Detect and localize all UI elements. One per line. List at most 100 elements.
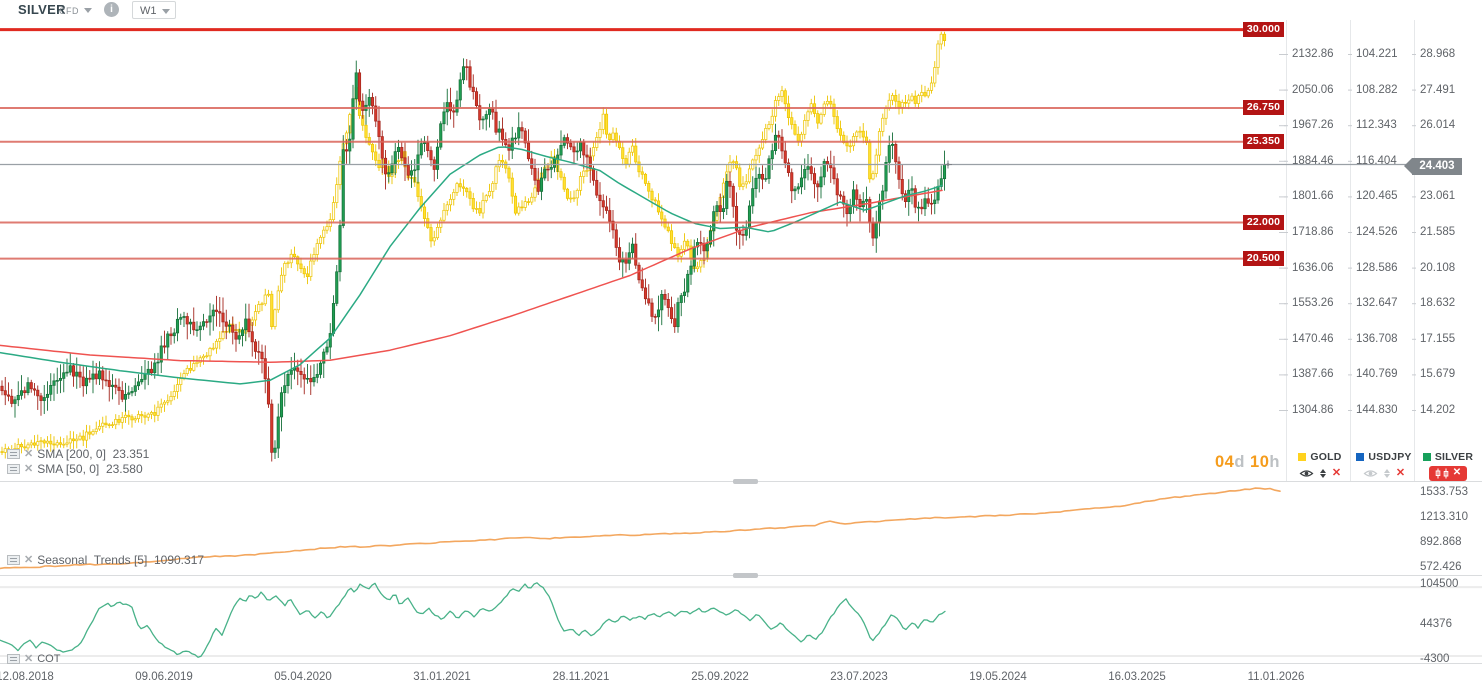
silver-axis-tick: 20.108 <box>1420 261 1456 274</box>
indicator-row-cot: ✕ COT <box>7 653 60 665</box>
gold-axis-tick: 1884.46 <box>1292 154 1334 167</box>
gold-axis-tick: 2050.06 <box>1292 83 1334 96</box>
level-label-26.750: 26.750 <box>1243 100 1284 116</box>
date-label: 11.01.2026 <box>1247 671 1305 683</box>
candle-countdown: 04d 10h <box>1215 453 1280 471</box>
seasonal-label: Seasonal Trends [5] 1090.317 <box>37 553 205 567</box>
panel-resize-handle[interactable] <box>733 479 758 484</box>
gold-axis-tick: 1304.86 <box>1292 404 1334 416</box>
date-label: 31.01.2021 <box>413 671 471 683</box>
timeframe-caret-icon <box>162 9 170 14</box>
gold-visibility-eye-icon[interactable] <box>1299 468 1314 479</box>
current-price-tag: 24.403 <box>1404 158 1462 175</box>
indicator-row-sma200: ✕ SMA [200, 0] 23.351 <box>7 447 149 461</box>
usdjpy-remove-icon[interactable]: ✕ <box>1395 466 1406 479</box>
topbar: SILVER CFD i W1 <box>0 0 1482 20</box>
date-label: 12.08.2018 <box>0 671 54 683</box>
gold-axis-tick: 1387.66 <box>1292 368 1334 381</box>
usdjpy-axis-tick: 104.221 <box>1356 48 1398 60</box>
panel-resize-handle[interactable] <box>733 573 758 578</box>
timeframe-value: W1 <box>140 5 157 17</box>
gold-axis-tick: 2132.86 <box>1292 48 1334 60</box>
silver-axis-tick: 15.679 <box>1420 368 1456 381</box>
sma50-label: SMA [50, 0] 23.580 <box>37 462 143 476</box>
usdjpy-axis-tick: 112.343 <box>1356 119 1397 132</box>
legend-gold: GOLD ✕ <box>1289 450 1351 481</box>
date-label: 23.07.2023 <box>830 671 888 683</box>
gold-axis-tick: 1718.86 <box>1292 226 1334 238</box>
level-label-20.500: 20.500 <box>1243 251 1284 267</box>
usdjpy-axis-tick: 140.769 <box>1356 368 1398 381</box>
gold-axis-tick: 1801.66 <box>1292 190 1334 203</box>
usdjpy-axis-tick: 136.708 <box>1356 332 1398 345</box>
silver-swatch-icon <box>1422 452 1431 461</box>
usdjpy-axis-tick: 128.586 <box>1356 261 1398 274</box>
silver-legend-label: SILVER <box>1434 450 1474 463</box>
indicator-row-sma50: ✕ SMA [50, 0] 23.580 <box>7 462 143 476</box>
silver-close-icon[interactable]: ✕ <box>1452 467 1462 478</box>
usdjpy-axis-tick: 108.282 <box>1356 83 1398 96</box>
seasonal-close-icon[interactable]: ✕ <box>24 553 34 566</box>
gold-legend-label: GOLD <box>1310 450 1342 463</box>
date-label: 25.09.2022 <box>691 671 749 683</box>
silver-axis-tick: 27.491 <box>1420 83 1456 96</box>
date-label: 19.05.2024 <box>969 671 1027 683</box>
cot-settings-icon[interactable] <box>7 654 20 664</box>
instrument-type-label: CFD <box>59 6 79 16</box>
silver-axis-tick: 18.632 <box>1420 297 1456 310</box>
date-label: 09.06.2019 <box>135 671 193 683</box>
gold-remove-icon[interactable]: ✕ <box>1331 466 1342 479</box>
level-label-25.350: 25.350 <box>1243 134 1284 150</box>
silver-axis-tick: 26.014 <box>1420 119 1456 132</box>
sma50-settings-icon[interactable] <box>7 464 20 474</box>
silver-axis-tick: 23.061 <box>1420 190 1456 203</box>
date-label: 05.04.2020 <box>274 671 332 683</box>
sma200-settings-icon[interactable] <box>7 449 20 459</box>
countdown-hours: 10 <box>1250 453 1270 471</box>
sma50-close-icon[interactable]: ✕ <box>24 462 34 475</box>
usdjpy-axis-tick: 116.404 <box>1356 154 1397 167</box>
level-label-22.000: 22.000 <box>1243 214 1284 230</box>
sma200-close-icon[interactable]: ✕ <box>24 447 34 460</box>
seasonal-axis-tick: 892.868 <box>1420 535 1462 548</box>
silver-axis-tick: 17.155 <box>1420 332 1456 345</box>
usdjpy-axis-tick: 124.526 <box>1356 226 1398 238</box>
cot-label: COT <box>37 653 61 665</box>
seasonal-axis-tick: 1533.753 <box>1420 485 1468 498</box>
usdjpy-axis-tick: 144.830 <box>1356 404 1398 416</box>
info-icon[interactable]: i <box>104 2 119 17</box>
gold-axis-tick: 1553.26 <box>1292 297 1334 310</box>
seasonal-axis-tick: 1213.310 <box>1420 510 1468 523</box>
cot-axis-tick: 44376 <box>1420 617 1452 630</box>
silver-axis-tick: 14.202 <box>1420 404 1456 416</box>
indicator-row-seasonal: ✕ Seasonal Trends [5] 1090.317 <box>7 553 204 567</box>
cot-axis-tick: -4300 <box>1420 652 1450 665</box>
usdjpy-axis-tick: 120.465 <box>1356 190 1398 203</box>
legend-silver: SILVER ✕ <box>1417 450 1479 481</box>
symbol-title[interactable]: SILVER <box>18 2 66 17</box>
cot-close-icon[interactable]: ✕ <box>24 652 34 665</box>
silver-active-instrument-button[interactable]: ✕ <box>1429 465 1467 481</box>
symbol-dropdown-caret-icon[interactable] <box>84 8 92 13</box>
usdjpy-legend-label: USDJPY <box>1368 450 1412 463</box>
candlestick-icon <box>1435 468 1449 478</box>
timeframe-select[interactable]: W1 <box>132 1 176 19</box>
gold-axis-tick: 1470.46 <box>1292 332 1334 345</box>
seasonal-settings-icon[interactable] <box>7 555 20 565</box>
sma200-label: SMA [200, 0] 23.351 <box>37 447 150 461</box>
usdjpy-scale-arrows-icon[interactable] <box>1383 468 1390 478</box>
gold-axis-tick: 1967.26 <box>1292 119 1334 132</box>
usdjpy-axis-tick: 132.647 <box>1356 297 1398 310</box>
cot-axis-tick: 104500 <box>1420 577 1459 590</box>
usdjpy-visibility-eye-icon[interactable] <box>1363 468 1378 479</box>
gold-swatch-icon <box>1298 452 1307 461</box>
date-label: 16.03.2025 <box>1108 671 1166 683</box>
countdown-days: 04 <box>1215 453 1235 471</box>
date-label: 28.11.2021 <box>552 671 610 683</box>
usdjpy-swatch-icon <box>1356 452 1365 461</box>
gold-scale-arrows-icon[interactable] <box>1319 468 1326 478</box>
seasonal-axis-tick: 572.426 <box>1420 560 1462 573</box>
level-label-30.000: 30.000 <box>1243 22 1284 38</box>
